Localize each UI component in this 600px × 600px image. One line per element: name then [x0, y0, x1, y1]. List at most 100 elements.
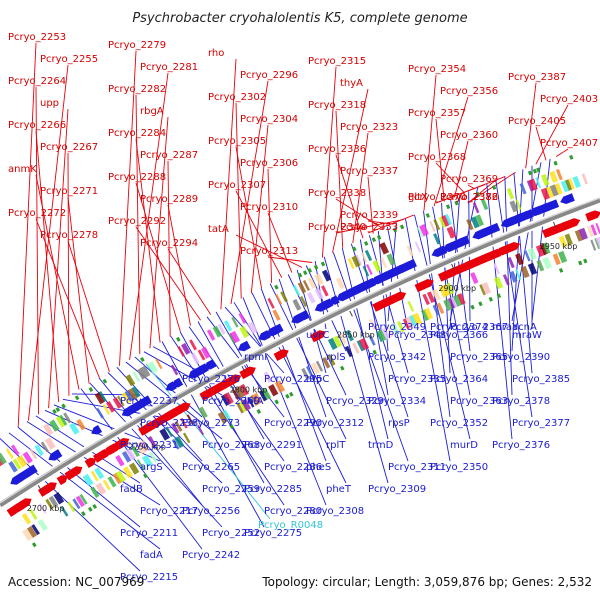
cog-category-bar	[231, 316, 239, 328]
tick-label: 2950 kbp	[540, 242, 578, 251]
cog-category-bar	[321, 269, 332, 282]
forward-gene-label: Pcryo_2356	[440, 86, 498, 97]
cog-category-bar	[515, 253, 524, 266]
marker-dot	[87, 506, 93, 512]
cog-category-bar	[480, 198, 489, 211]
reverse-gene-label: Pcryo_2231	[120, 440, 178, 451]
cog-category-bar	[22, 528, 34, 541]
cog-category-bar	[75, 495, 85, 508]
forward-leader-line	[454, 140, 469, 198]
forward-gene-label: Pcryo_2272	[8, 208, 66, 219]
cog-category-bar	[322, 357, 331, 369]
cog-category-bar	[509, 270, 518, 283]
reverse-gene-label: argS	[140, 462, 163, 473]
cog-category-bar	[590, 239, 597, 251]
reverse-gene-label: Pcryo_2252	[202, 528, 260, 539]
forward-leader-line	[267, 212, 293, 273]
forward-gene-label: Pcryo_2360	[440, 130, 498, 141]
cog-category-bar	[466, 218, 474, 231]
cog-category-bar	[239, 383, 250, 396]
cog-category-bar	[147, 361, 159, 374]
cog-category-bar	[132, 371, 141, 383]
cog-category-bar	[441, 214, 450, 227]
forward-leader-line	[535, 126, 547, 161]
forward-gene-label: Pcryo_2294	[140, 238, 198, 249]
cog-category-bar	[31, 524, 40, 536]
forward-leader-line	[35, 174, 80, 390]
reverse-gene-arrow	[403, 258, 417, 270]
forward-leader-line	[435, 162, 465, 194]
marker-dot	[81, 511, 86, 517]
cog-category-bar	[310, 362, 321, 375]
cog-category-bar	[446, 282, 455, 295]
cog-category-bar	[581, 173, 589, 185]
cog-category-bar	[69, 422, 80, 435]
forward-leader-line	[235, 234, 303, 268]
marker-dot	[102, 378, 108, 384]
reverse-gene-label: Pcryo_2280	[264, 506, 322, 517]
genome-backbone-shadow	[0, 197, 600, 508]
reverse-leader-line	[269, 283, 347, 440]
feature-track-8	[52, 154, 574, 414]
marker-dot	[569, 154, 574, 160]
forward-leader-line	[48, 108, 69, 409]
marker-dot	[488, 296, 493, 302]
forward-gene-label: Pcryo_2284	[108, 128, 166, 139]
cog-category-bar	[332, 335, 343, 348]
marker-dot	[274, 284, 279, 290]
cog-category-bar	[22, 451, 33, 464]
tick-mark	[241, 365, 246, 372]
marker-dot	[478, 301, 483, 307]
cog-category-bar	[137, 459, 145, 470]
forward-leader-line	[367, 176, 374, 234]
cog-category-bar	[16, 455, 28, 468]
cog-category-bar	[515, 199, 522, 211]
forward-leader-line	[250, 124, 269, 294]
forward-gene-label: Pcryo_2354	[408, 64, 466, 75]
reverse-gene-label: Pcryo_2273	[182, 418, 240, 429]
forward-leader-line	[67, 196, 90, 384]
reverse-gene-label: Pcryo_2309	[368, 484, 426, 495]
forward-leader-line	[535, 104, 569, 165]
cog-category-bar	[139, 440, 150, 453]
marker-dot	[491, 184, 497, 190]
forward-gene-label: Pcryo_2253	[8, 32, 66, 43]
cog-category-bar	[302, 279, 311, 291]
cog-category-bar	[239, 325, 250, 339]
forward-gene-label: Pcryo_2310	[240, 202, 298, 213]
cog-category-bar	[181, 342, 191, 355]
cog-category-bar	[238, 312, 247, 324]
reverse-gene-label: rpsP	[388, 418, 410, 429]
reverse-gene-label: Pcryo_2237	[120, 396, 178, 407]
reverse-gene-arrow	[91, 424, 103, 435]
cog-category-bar	[432, 304, 440, 316]
cog-category-bar	[327, 354, 336, 366]
marker-dot	[31, 542, 37, 548]
reverse-gene-label: pheS	[306, 462, 331, 473]
forward-leader-line	[27, 64, 69, 421]
genome-map: 2700 kbp 2750 kbp 2800 kbp 2850 kbp 2900 kbp…	[0, 32, 600, 583]
reverse-gene-label: Pcryo_2217	[140, 506, 198, 517]
marker-dot	[285, 393, 290, 399]
marker-dot	[307, 267, 313, 273]
marker-dot	[88, 387, 94, 392]
cog-category-bar	[177, 346, 185, 357]
cog-category-bar	[377, 329, 387, 342]
forward-gene-arrow	[394, 291, 407, 302]
genome-ring	[0, 195, 600, 509]
reverse-gene-label: Pcryo_2352	[430, 418, 488, 429]
reverse-gene-label: Pcryo_2308	[306, 506, 364, 517]
cog-category-bar	[27, 525, 37, 538]
cog-category-bar	[359, 337, 370, 351]
cog-category-bar	[481, 282, 492, 295]
cog-category-bar	[386, 326, 394, 337]
reverse-leader-line	[359, 239, 389, 396]
cog-category-bar	[546, 186, 555, 198]
forward-gene-label: Pcryo_2305	[208, 136, 266, 147]
forward-leader-line	[435, 118, 445, 202]
cog-category-bar	[564, 233, 573, 246]
cog-category-bar	[45, 498, 54, 510]
cog-category-bar	[406, 245, 414, 257]
cog-category-bar	[189, 339, 197, 351]
cog-category-bar	[470, 272, 479, 285]
